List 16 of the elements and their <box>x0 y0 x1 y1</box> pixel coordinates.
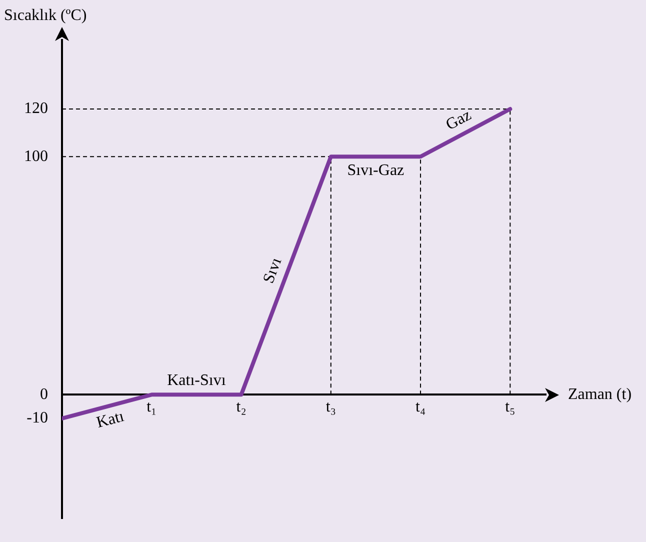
x-tick-label: t₃ <box>326 398 336 416</box>
x-tick-label: t₄ <box>416 398 426 416</box>
y-tick-label: 0 <box>40 386 48 403</box>
y-tick-label: -10 <box>26 410 48 427</box>
x-axis-title: Zaman (t) <box>568 386 632 403</box>
annotation: Gaz <box>443 106 474 134</box>
y-tick-label: 100 <box>24 148 48 165</box>
annotation: Sıvı <box>260 255 286 286</box>
annotation: Katı-Sıvı <box>167 372 226 389</box>
y-tick-label: 120 <box>24 100 48 118</box>
annotation: Sıvı-Gaz <box>347 162 404 179</box>
x-tick-label: t₅ <box>505 398 516 416</box>
x-tick-label: t₂ <box>236 398 246 416</box>
annotation: Katı <box>94 408 126 432</box>
y-axis-title: Sıcaklık (ºC) <box>4 7 87 24</box>
x-tick-label: t₁ <box>146 398 157 416</box>
